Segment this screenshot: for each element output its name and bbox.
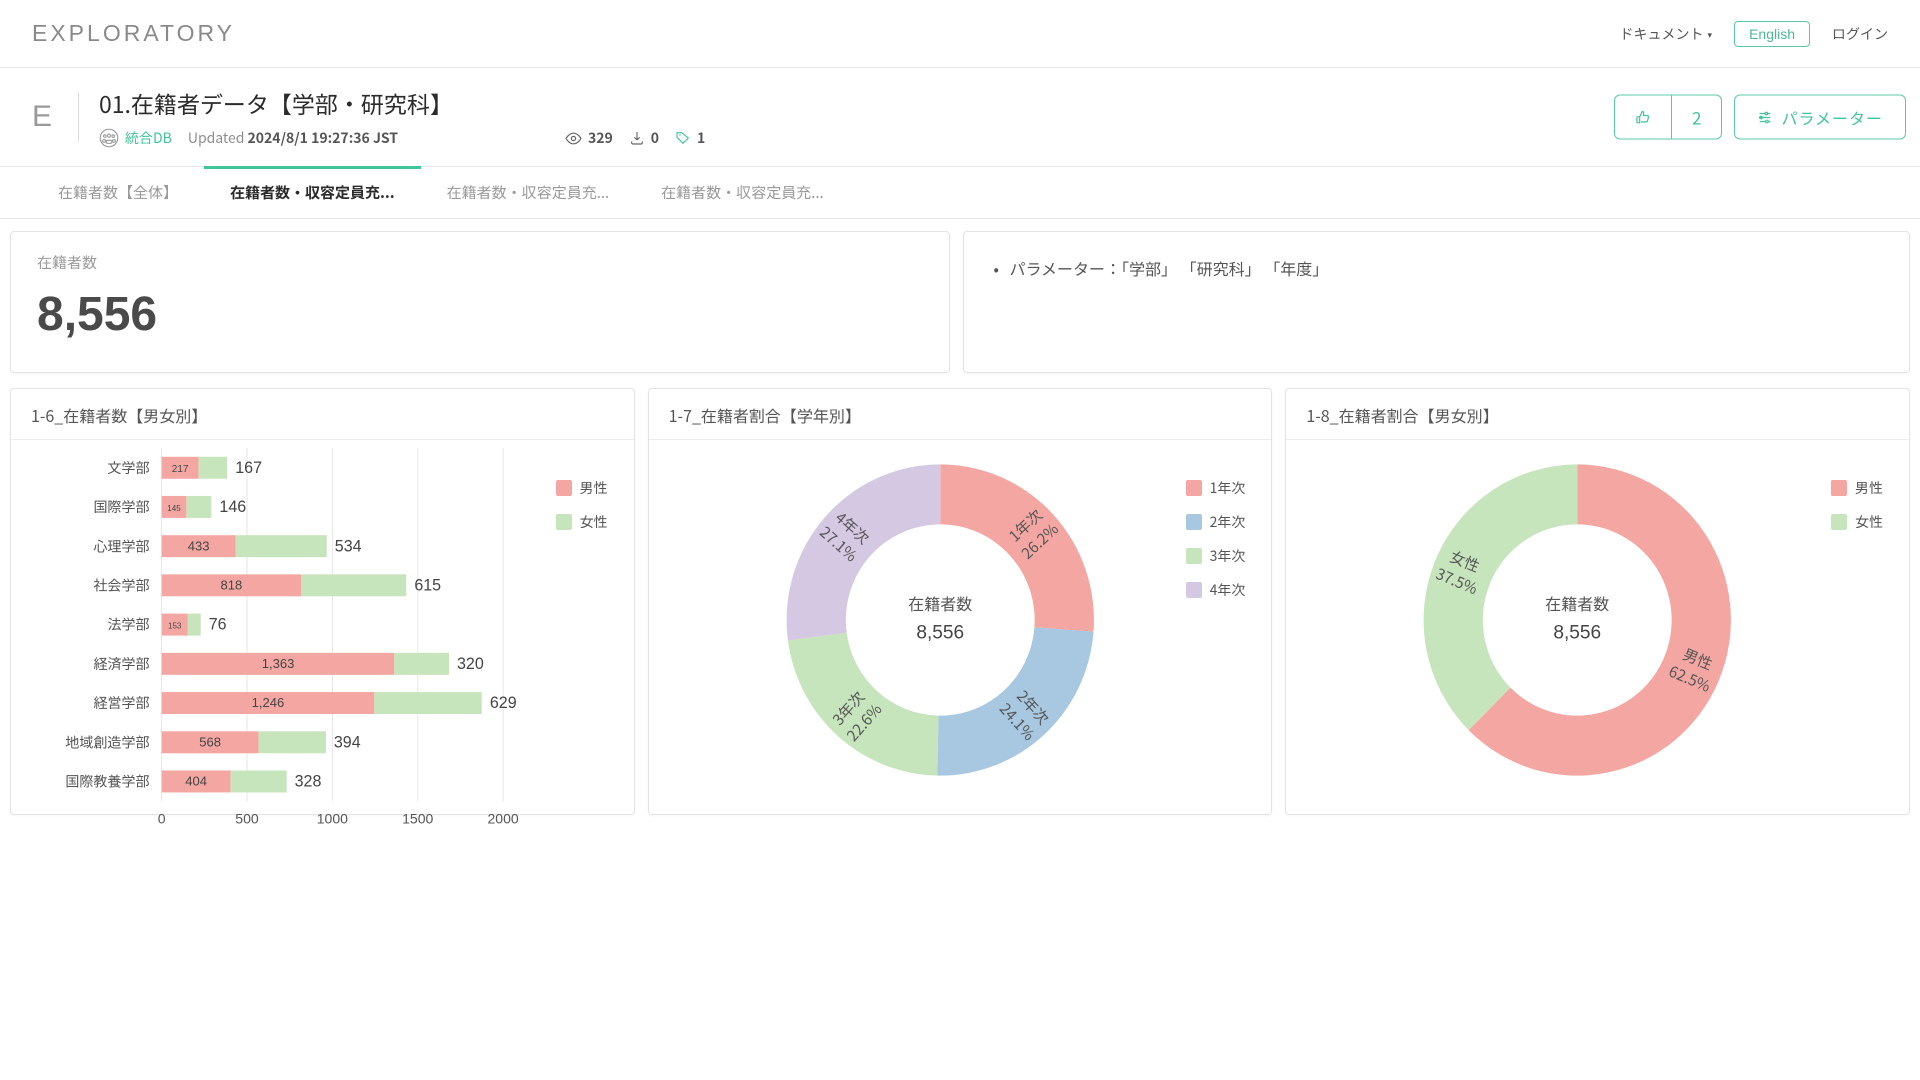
svg-text:320: 320 xyxy=(457,655,484,673)
svg-text:経済学部: 経済学部 xyxy=(93,654,149,674)
svg-text:2000: 2000 xyxy=(487,810,518,826)
svg-text:8,556: 8,556 xyxy=(916,622,964,643)
svg-text:心理学部: 心理学部 xyxy=(93,536,149,556)
svg-text:社会学部: 社会学部 xyxy=(93,575,149,595)
svg-text:500: 500 xyxy=(235,810,259,826)
svg-text:0: 0 xyxy=(158,810,166,826)
svg-text:国際学部: 国際学部 xyxy=(93,497,149,517)
svg-text:145: 145 xyxy=(167,504,181,513)
svg-text:在籍者数: 在籍者数 xyxy=(908,591,972,615)
svg-text:153: 153 xyxy=(168,622,182,631)
svg-text:615: 615 xyxy=(414,576,441,594)
svg-text:818: 818 xyxy=(221,577,243,592)
svg-text:1,363: 1,363 xyxy=(262,656,295,671)
svg-text:1,246: 1,246 xyxy=(252,695,285,710)
svg-text:経営学部: 経営学部 xyxy=(93,693,149,713)
svg-text:8,556: 8,556 xyxy=(1554,622,1602,643)
svg-text:146: 146 xyxy=(219,498,246,516)
svg-text:法学部: 法学部 xyxy=(107,615,149,635)
svg-text:629: 629 xyxy=(490,694,517,712)
svg-text:1500: 1500 xyxy=(402,810,433,826)
svg-text:217: 217 xyxy=(172,464,189,475)
svg-text:404: 404 xyxy=(185,773,207,788)
svg-text:394: 394 xyxy=(334,733,361,751)
svg-text:在籍者数: 在籍者数 xyxy=(1545,591,1609,615)
svg-text:433: 433 xyxy=(188,538,210,553)
svg-text:文学部: 文学部 xyxy=(107,458,149,478)
svg-text:1000: 1000 xyxy=(317,810,348,826)
svg-text:568: 568 xyxy=(199,734,221,749)
svg-text:167: 167 xyxy=(235,459,262,477)
svg-text:534: 534 xyxy=(335,537,362,555)
svg-text:国際教養学部: 国際教養学部 xyxy=(65,771,149,791)
svg-text:328: 328 xyxy=(295,772,322,790)
svg-text:76: 76 xyxy=(209,616,227,634)
svg-text:地域創造学部: 地域創造学部 xyxy=(65,732,149,752)
